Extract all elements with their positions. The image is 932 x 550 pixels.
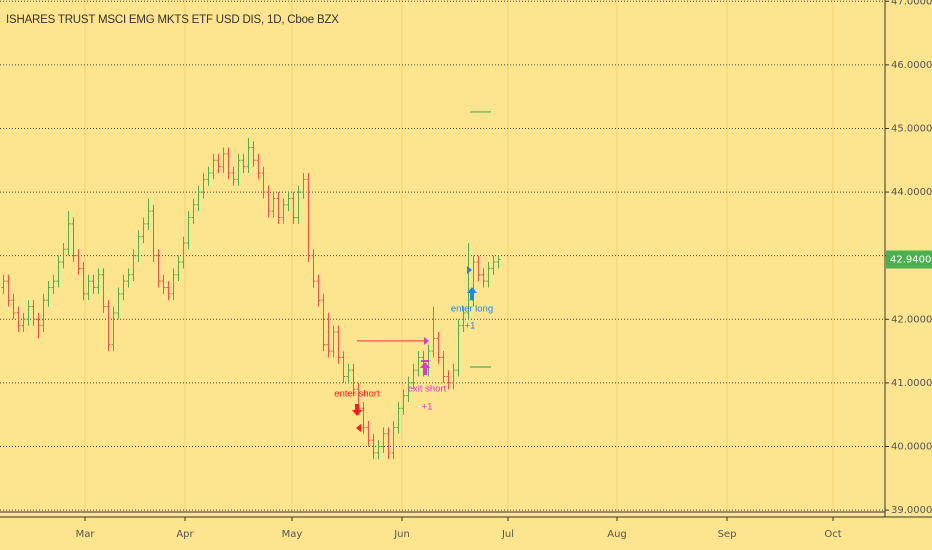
- y-tick-label: 44.0000: [891, 187, 932, 198]
- arrow-up: [420, 362, 430, 375]
- last-price-tag: [886, 250, 932, 269]
- marker: [356, 424, 361, 432]
- annotation: enter long: [451, 304, 493, 315]
- annotation: +1: [422, 402, 433, 413]
- annotation: enter short: [334, 389, 380, 400]
- x-tick-label: Apr: [176, 529, 194, 540]
- y-tick-label: 42.0000: [891, 314, 932, 325]
- x-tick-label: Jun: [393, 529, 410, 540]
- chart-title: ISHARES TRUST MSCI EMG MKTS ETF USD DIS,…: [6, 14, 339, 26]
- x-tick-label: Mar: [76, 529, 96, 540]
- grid: [0, 0, 885, 512]
- y-tick-label: 39.0000: [891, 505, 932, 516]
- bars: [1, 138, 501, 460]
- y-tick-label: 40.0000: [891, 441, 932, 452]
- marker: [424, 337, 429, 345]
- x-tick-label: Jul: [501, 529, 514, 540]
- y-tick-label: 46.0000: [891, 60, 932, 71]
- y-tick-label: 45.0000: [891, 123, 932, 134]
- x-tick-label: Aug: [607, 529, 627, 540]
- marker: [467, 266, 472, 274]
- overlay: enter short exit short +1 enter long +1: [334, 111, 493, 413]
- annotation: exit short: [408, 384, 447, 395]
- last-price-label: 42.9400: [890, 254, 931, 265]
- x-tick-label: Sep: [718, 529, 737, 540]
- annotation: +1: [465, 321, 476, 332]
- x-tick-label: May: [282, 529, 303, 540]
- y-tick-label: 41.0000: [891, 378, 932, 389]
- y-tick-label: 47.0000: [891, 0, 932, 7]
- x-tick-label: Oct: [824, 529, 841, 540]
- arrow-up: [467, 287, 477, 300]
- arrow-down: [352, 404, 362, 416]
